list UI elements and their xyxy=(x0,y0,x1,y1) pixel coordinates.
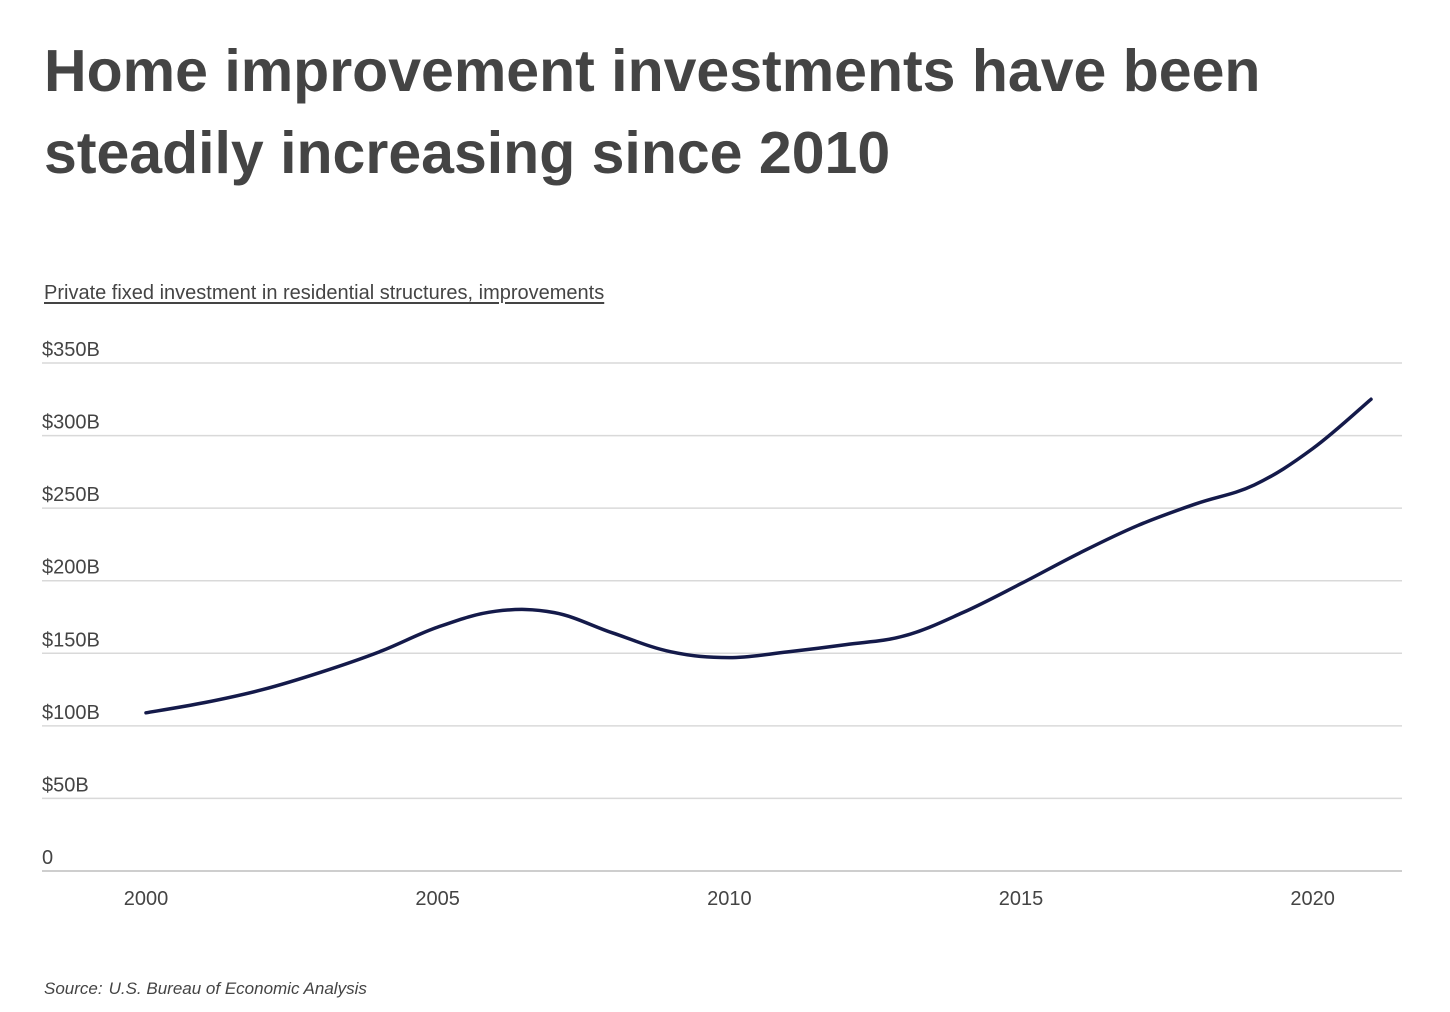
y-tick-label: $50B xyxy=(42,774,89,796)
data-point xyxy=(786,650,790,654)
data-point xyxy=(1077,551,1081,555)
data-point xyxy=(1369,397,1373,401)
x-tick-label: 2020 xyxy=(1290,888,1335,910)
chart-subtitle: Private fixed investment in residential … xyxy=(44,282,605,304)
data-point xyxy=(377,650,381,654)
x-axis-tick-labels: 2000 2005 2010 2015 2020 xyxy=(124,888,1335,910)
y-tick-label: $100B xyxy=(42,702,100,724)
x-tick-label: 2000 xyxy=(124,888,169,910)
data-point xyxy=(669,650,673,654)
y-tick-label: $350B xyxy=(42,339,100,361)
data-point xyxy=(844,643,848,647)
data-point xyxy=(494,609,498,613)
data-point xyxy=(611,631,615,635)
data-point xyxy=(1311,447,1315,451)
series-line xyxy=(144,397,1373,715)
y-tick-label: $200B xyxy=(42,557,100,579)
data-point xyxy=(727,656,731,660)
data-point xyxy=(1136,524,1140,528)
x-tick-label: 2005 xyxy=(415,888,460,910)
series-layer xyxy=(144,397,1373,715)
data-point xyxy=(144,711,148,715)
chart-title: Home improvement investments have been s… xyxy=(44,38,1261,186)
data-point xyxy=(961,611,965,615)
y-tick-label: $300B xyxy=(42,412,100,434)
data-point xyxy=(902,634,906,638)
y-tick-label: $150B xyxy=(42,629,100,651)
source-label: Source: xyxy=(44,979,103,998)
data-point xyxy=(1252,483,1256,487)
data-point xyxy=(1194,502,1198,506)
gridlines xyxy=(42,362,1402,872)
y-tick-label: $250B xyxy=(42,484,100,506)
y-axis-tick-labels: 0 $50B $100B $150B $200B $250B $300B $350B xyxy=(42,339,100,869)
x-tick-label: 2010 xyxy=(707,888,752,910)
data-point xyxy=(552,611,556,615)
x-tick-label: 2015 xyxy=(999,888,1044,910)
source-text: U.S. Bureau of Economic Analysis xyxy=(108,979,367,998)
data-point xyxy=(319,670,323,674)
data-point xyxy=(1019,582,1023,586)
y-tick-label: 0 xyxy=(42,847,53,869)
data-point xyxy=(202,701,206,705)
data-point xyxy=(261,688,265,692)
data-point xyxy=(436,625,440,629)
source-note: Source: U.S. Bureau of Economic Analysis xyxy=(44,979,367,999)
